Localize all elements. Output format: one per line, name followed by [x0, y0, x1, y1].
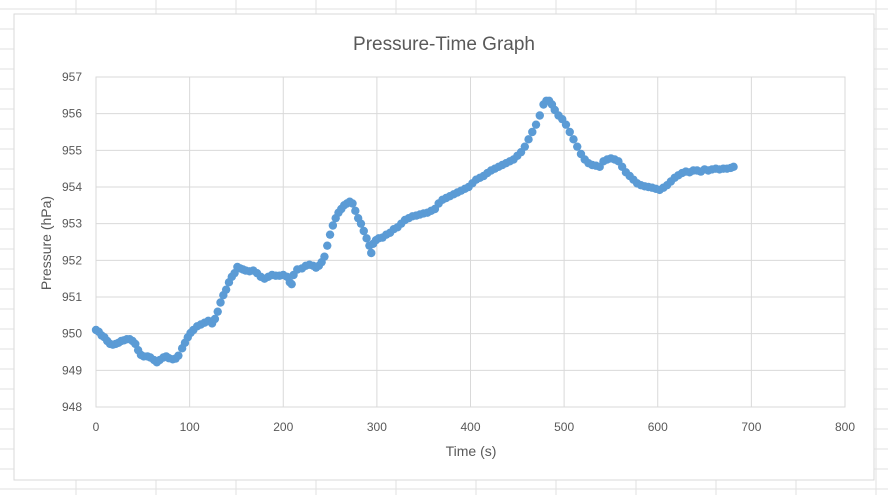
data-point: [362, 234, 371, 243]
data-point: [216, 298, 225, 307]
x-tick-label: 700: [741, 420, 761, 434]
y-tick-label: 953: [62, 217, 82, 231]
data-point: [356, 219, 366, 228]
x-tick-label: 400: [460, 420, 480, 434]
data-point: [348, 199, 357, 208]
x-tick-label: 100: [180, 420, 200, 434]
y-tick-label: 950: [62, 327, 82, 341]
data-point: [367, 248, 376, 258]
data-point: [531, 120, 541, 129]
x-tick-labels: 0 100 200 300 400 500 600 700 800: [93, 420, 856, 434]
data-point: [359, 226, 368, 236]
y-tick-label: 954: [62, 180, 82, 194]
data-point: [328, 221, 338, 230]
y-axis-title: Pressure (hPa): [38, 196, 54, 290]
data-point: [561, 120, 571, 129]
data-point: [729, 162, 738, 172]
x-tick-label: 500: [554, 420, 574, 434]
data-point: [528, 127, 537, 137]
chart-title: Pressure-Time Graph: [353, 34, 535, 55]
data-point: [565, 127, 574, 137]
data-series: [91, 96, 738, 367]
y-tick-label: 955: [62, 143, 82, 157]
data-point: [524, 135, 533, 144]
y-tick-label: 949: [62, 363, 82, 377]
data-point: [323, 241, 332, 250]
data-point: [351, 206, 360, 216]
y-tick-label: 948: [62, 400, 82, 414]
x-tick-label: 800: [835, 420, 855, 434]
data-point: [520, 142, 530, 151]
x-tick-label: 300: [367, 420, 387, 434]
y-tick-label: 952: [62, 253, 82, 267]
data-point: [287, 279, 296, 289]
data-point: [221, 285, 231, 294]
plot-area: [95, 76, 846, 408]
y-tick-label: 957: [62, 70, 82, 84]
x-tick-label: 0: [93, 420, 100, 434]
data-point: [320, 252, 329, 261]
chart-area[interactable]: [13, 13, 875, 481]
data-point: [535, 111, 544, 120]
x-axis-title: Time (s): [446, 443, 497, 459]
y-tick-label: 951: [62, 290, 82, 304]
data-point: [573, 142, 582, 151]
y-tick-label: 956: [62, 107, 82, 121]
x-tick-label: 200: [273, 420, 293, 434]
data-point: [569, 135, 578, 144]
x-tick-label: 600: [648, 420, 668, 434]
data-point: [174, 351, 183, 360]
data-point: [210, 314, 220, 324]
data-point: [213, 307, 222, 316]
y-tick-labels: 948 949 950 951 952 953 954 955 956 957: [62, 70, 82, 414]
data-point: [325, 230, 335, 239]
